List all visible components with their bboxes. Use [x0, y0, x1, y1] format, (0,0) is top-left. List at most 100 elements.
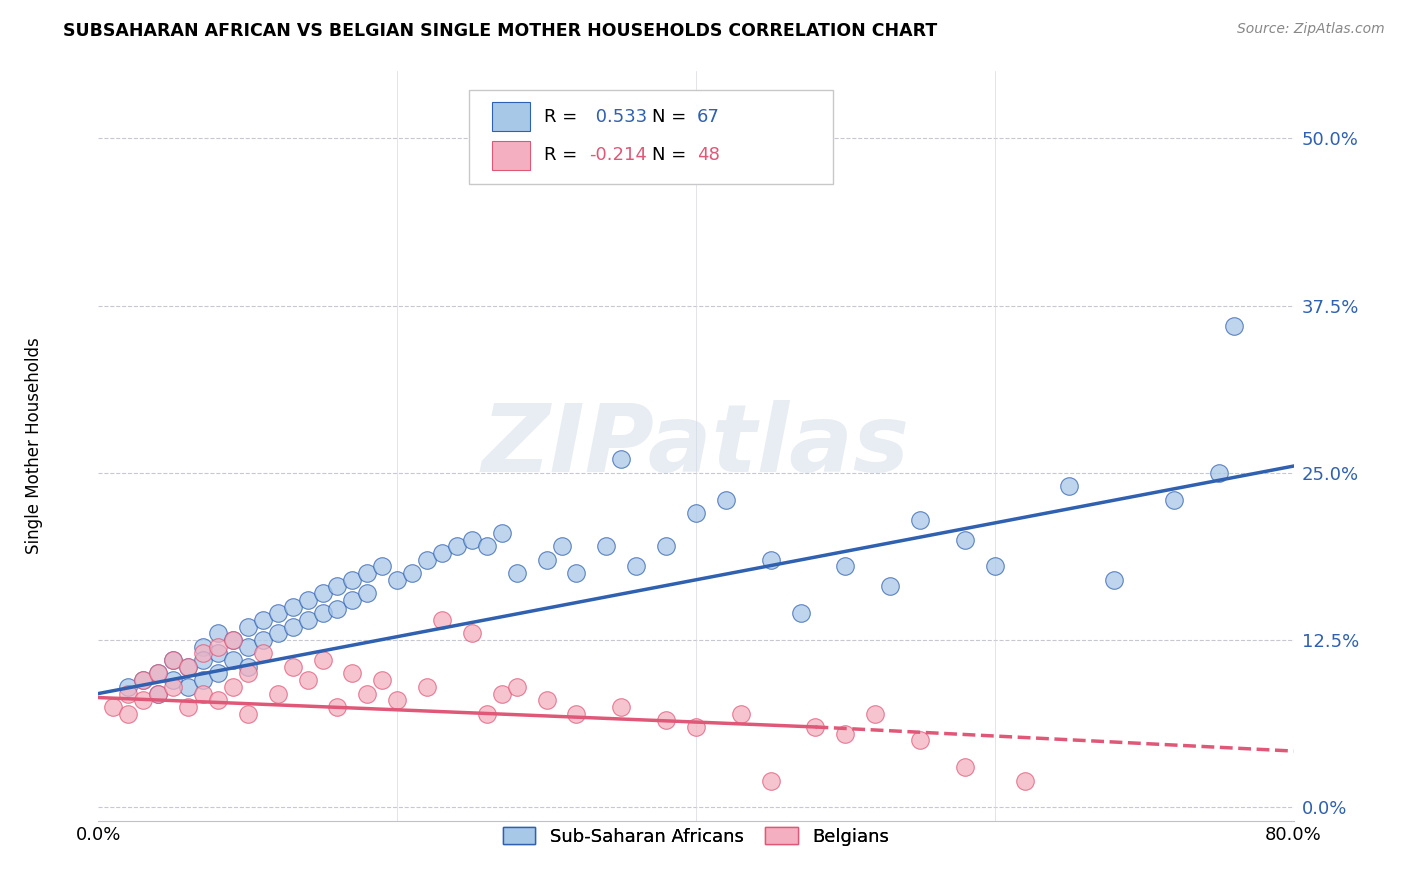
Point — [446, 539, 468, 553]
Point — [730, 706, 752, 721]
Point — [236, 706, 259, 721]
Point — [191, 640, 214, 654]
Text: N =: N = — [652, 146, 686, 164]
Legend: Sub-Saharan Africans, Belgians: Sub-Saharan Africans, Belgians — [495, 820, 897, 853]
Point — [236, 666, 259, 681]
Point — [207, 693, 229, 707]
Point — [311, 607, 333, 621]
Point — [1402, 131, 1406, 145]
Point — [804, 720, 827, 734]
Point — [311, 586, 333, 600]
Point — [356, 566, 378, 581]
Point — [953, 760, 976, 774]
Point — [685, 720, 707, 734]
Point — [222, 680, 245, 694]
Point — [759, 773, 782, 788]
Point — [342, 666, 364, 681]
Text: R =: R = — [544, 146, 578, 164]
Point — [401, 566, 423, 581]
Point — [356, 586, 378, 600]
Point — [908, 513, 931, 527]
Point — [610, 700, 633, 714]
Point — [371, 673, 394, 688]
Point — [1163, 492, 1185, 507]
Point — [326, 602, 349, 616]
Point — [191, 673, 214, 688]
Point — [162, 673, 184, 688]
Point — [103, 700, 125, 714]
Point — [714, 492, 737, 507]
Point — [326, 580, 349, 594]
Point — [191, 646, 214, 660]
FancyBboxPatch shape — [492, 141, 530, 169]
Point — [461, 533, 484, 547]
Point — [984, 559, 1007, 574]
Point — [281, 620, 304, 634]
Text: SUBSAHARAN AFRICAN VS BELGIAN SINGLE MOTHER HOUSEHOLDS CORRELATION CHART: SUBSAHARAN AFRICAN VS BELGIAN SINGLE MOT… — [63, 22, 938, 40]
Point — [550, 539, 572, 553]
Point — [834, 726, 856, 740]
Point — [759, 553, 782, 567]
Point — [148, 666, 170, 681]
Point — [491, 526, 513, 541]
Point — [222, 633, 245, 648]
Point — [879, 580, 901, 594]
Point — [565, 566, 588, 581]
FancyBboxPatch shape — [492, 103, 530, 131]
Point — [430, 546, 453, 560]
Point — [177, 680, 200, 694]
Point — [222, 653, 245, 667]
Text: -0.214: -0.214 — [589, 146, 648, 164]
Text: N =: N = — [652, 108, 686, 126]
Point — [536, 553, 558, 567]
Point — [385, 693, 409, 707]
Point — [207, 666, 229, 681]
Point — [342, 573, 364, 587]
Point — [565, 706, 588, 721]
Point — [865, 706, 887, 721]
Point — [595, 539, 617, 553]
Point — [385, 573, 409, 587]
Point — [1104, 573, 1126, 587]
Point — [491, 687, 513, 701]
Point — [1014, 773, 1036, 788]
Point — [236, 620, 259, 634]
Point — [207, 640, 229, 654]
Point — [908, 733, 931, 747]
Point — [416, 553, 439, 567]
Point — [252, 646, 274, 660]
Point — [132, 693, 155, 707]
Point — [655, 539, 678, 553]
Point — [162, 653, 184, 667]
FancyBboxPatch shape — [470, 90, 834, 184]
Point — [475, 539, 498, 553]
Point — [132, 673, 155, 688]
Point — [177, 700, 200, 714]
Point — [236, 660, 259, 674]
Point — [655, 714, 678, 728]
Point — [191, 687, 214, 701]
Point — [222, 633, 245, 648]
Point — [207, 626, 229, 640]
Point — [1059, 479, 1081, 493]
Point — [177, 660, 200, 674]
Point — [953, 533, 976, 547]
Point — [236, 640, 259, 654]
Point — [1223, 318, 1246, 333]
Point — [311, 653, 333, 667]
Y-axis label: Single Mother Households: Single Mother Households — [25, 338, 42, 554]
Point — [267, 607, 290, 621]
Point — [117, 706, 139, 721]
Point — [834, 559, 856, 574]
Point — [430, 613, 453, 627]
Point — [267, 687, 290, 701]
Point — [281, 660, 304, 674]
Point — [1208, 466, 1230, 480]
Point — [789, 607, 811, 621]
Point — [610, 452, 633, 467]
Point — [475, 706, 498, 721]
Point — [162, 680, 184, 694]
Point — [252, 633, 274, 648]
Point — [252, 613, 274, 627]
Text: ZIPatlas: ZIPatlas — [482, 400, 910, 492]
